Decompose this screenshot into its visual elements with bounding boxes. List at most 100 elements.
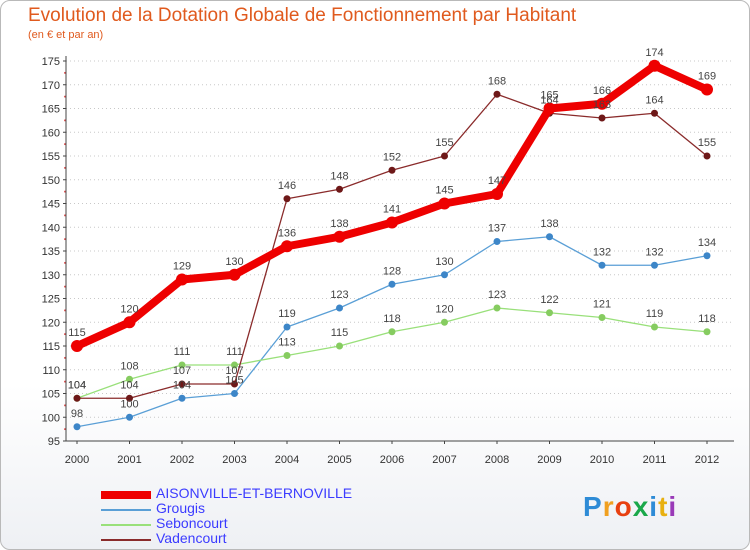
data-label: 137 (488, 223, 506, 235)
x-tick-label: 2006 (380, 454, 404, 466)
data-label: 98 (71, 408, 83, 420)
data-point (546, 309, 553, 317)
data-point (283, 195, 291, 203)
data-point (491, 188, 503, 200)
data-label: 138 (330, 218, 348, 230)
data-point (543, 102, 556, 115)
data-label: 105 (225, 375, 243, 387)
data-point (336, 185, 343, 193)
data-point (701, 83, 713, 96)
data-label: 119 (646, 308, 664, 320)
y-tick-label: 115 (42, 341, 60, 353)
data-label: 134 (698, 237, 716, 249)
y-tick-label: 135 (42, 246, 60, 258)
data-label: 128 (383, 265, 401, 277)
data-point (126, 413, 133, 421)
data-point (231, 361, 238, 369)
legend-swatch (101, 539, 151, 541)
y-tick-label: 110 (42, 365, 60, 377)
data-label: 130 (225, 256, 243, 268)
data-point (126, 375, 133, 383)
data-point (336, 304, 343, 312)
x-tick-label: 2008 (485, 454, 509, 466)
chart-legend: AISONVILLE-ET-BERNOVILLE Grougis Seboncour… (101, 485, 431, 547)
data-label: 104 (120, 379, 138, 391)
y-tick-label: 165 (42, 104, 60, 116)
data-point (126, 394, 133, 402)
data-label: 147 (488, 175, 506, 187)
data-point (703, 328, 711, 336)
data-label: 107 (173, 365, 191, 377)
data-label: 169 (698, 71, 716, 83)
data-point (73, 394, 81, 402)
data-label: 120 (435, 303, 453, 315)
data-point (441, 318, 448, 326)
data-label: 146 (278, 180, 296, 192)
data-label: 122 (540, 294, 558, 306)
data-label: 136 (278, 227, 296, 239)
data-label: 165 (540, 90, 558, 102)
data-point (493, 90, 501, 98)
data-label: 108 (120, 360, 138, 372)
data-label: 119 (278, 308, 296, 320)
data-label: 104 (173, 379, 191, 391)
data-point (493, 304, 501, 312)
x-tick-label: 2011 (643, 454, 667, 466)
data-point (438, 197, 451, 210)
data-label: 115 (331, 327, 349, 339)
data-point (703, 252, 711, 260)
data-point (388, 280, 396, 288)
data-label: 111 (174, 346, 191, 358)
data-point (651, 109, 658, 117)
x-tick-label: 2012 (695, 454, 719, 466)
data-label: 118 (698, 313, 716, 325)
data-point (231, 390, 238, 397)
data-label: 152 (383, 151, 401, 163)
data-label: 100 (120, 398, 138, 410)
data-point (178, 380, 186, 388)
data-point (648, 59, 661, 72)
data-point (441, 271, 448, 279)
data-label: 168 (488, 75, 506, 87)
data-label: 115 (68, 327, 86, 339)
y-tick-label: 130 (42, 270, 60, 282)
data-label: 107 (225, 365, 243, 377)
data-point (281, 240, 293, 253)
data-point (231, 380, 238, 388)
data-label: 121 (593, 299, 611, 311)
logo-letter: i (649, 491, 659, 522)
logo-letter: o (614, 491, 633, 522)
legend-item: Grougis (101, 500, 431, 517)
x-tick-label: 2001 (117, 454, 141, 466)
data-point (71, 340, 83, 352)
legend-label: AISONVILLE-ET-BERNOVILLE (156, 485, 353, 501)
data-label: 148 (330, 170, 348, 182)
y-tick-label: 125 (42, 294, 60, 306)
data-point (598, 314, 606, 321)
x-tick-label: 2003 (222, 454, 246, 466)
data-label: 104 (68, 379, 86, 391)
data-point (336, 342, 343, 350)
legend-swatch (101, 509, 151, 511)
data-label: 104 (68, 379, 86, 391)
x-tick-label: 2002 (170, 454, 194, 466)
data-label: 155 (435, 137, 453, 149)
data-label: 155 (698, 137, 716, 149)
y-tick-label: 160 (42, 127, 60, 139)
y-tick-label: 145 (42, 199, 60, 211)
y-tick-label: 95 (48, 436, 60, 448)
data-label: 120 (120, 303, 138, 315)
legend-item: AISONVILLE-ET-BERNOVILLE (101, 485, 431, 502)
data-point (598, 114, 606, 122)
data-point (598, 261, 606, 269)
chart-title: Evolution de la Dotation Globale de Fonc… (28, 5, 577, 26)
data-point (123, 316, 136, 329)
data-label: 113 (278, 337, 296, 349)
data-point (651, 323, 658, 331)
legend-item: Vadencourt (101, 530, 431, 547)
data-label: 174 (645, 47, 663, 59)
x-tick-label: 2010 (590, 454, 614, 466)
y-tick-label: 175 (42, 56, 60, 68)
chart-subtitle: (en € et par an) (28, 29, 104, 41)
